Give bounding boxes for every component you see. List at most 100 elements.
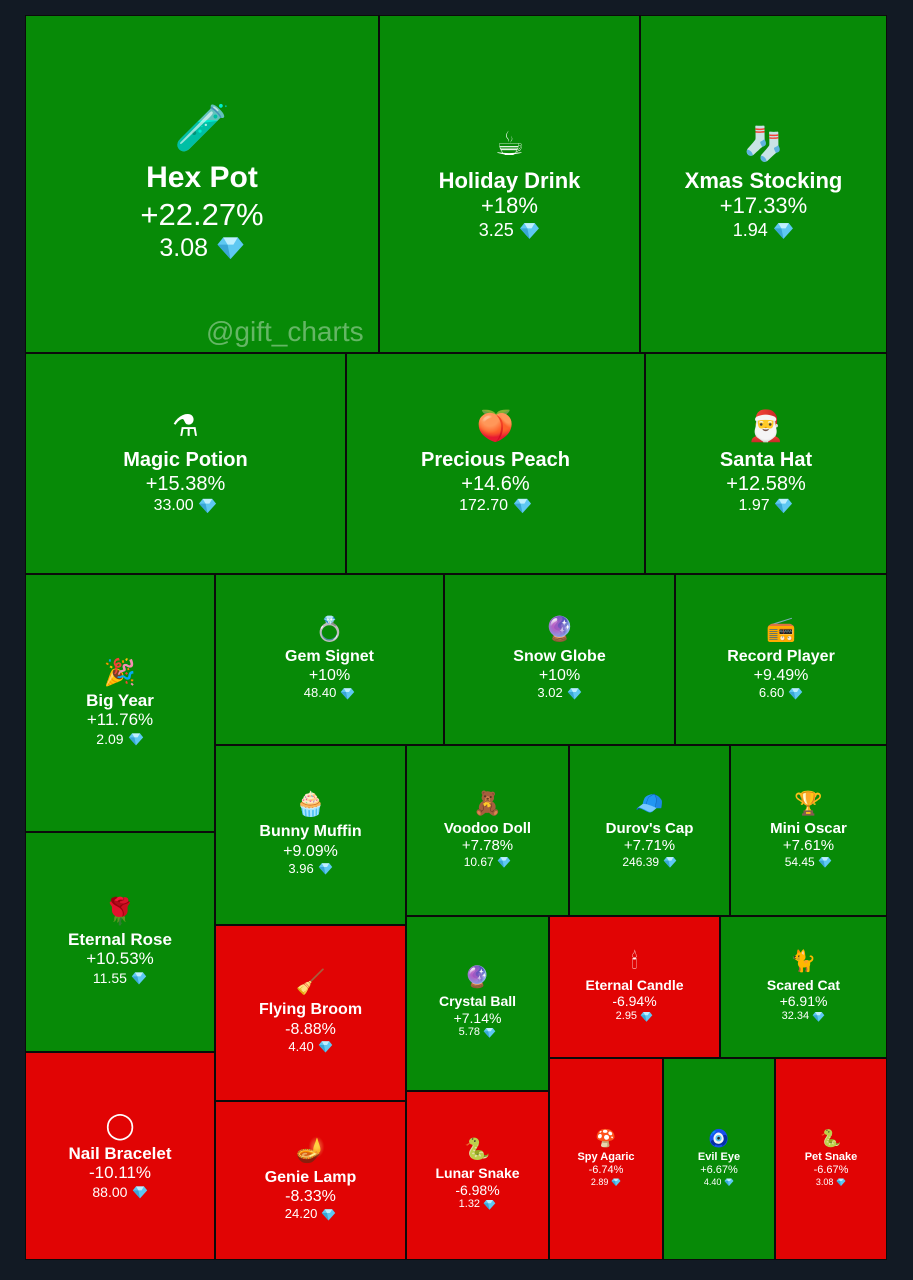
tile-name: Bunny Muffin bbox=[259, 823, 362, 841]
diamond-icon bbox=[724, 1178, 734, 1187]
tile-eternal-rose: 🌹 Eternal Rose +10.53% 11.55 bbox=[25, 832, 215, 1052]
ring-icon: 💍 bbox=[314, 615, 345, 643]
tile-flying-broom: 🧹 Flying Broom -8.88% 4.40 bbox=[215, 925, 406, 1101]
tile-change: +18% bbox=[481, 193, 538, 219]
tile-change: +15.38% bbox=[145, 472, 226, 495]
tile-name: Eternal Candle bbox=[585, 976, 684, 993]
diamond-icon bbox=[775, 498, 793, 514]
tile-lunar-snake: 🐍 Lunar Snake -6.98% 1.32 bbox=[406, 1091, 549, 1260]
tile-change: -10.11% bbox=[88, 1163, 152, 1183]
tile-price: 3.25 bbox=[479, 220, 540, 242]
broom-icon: 🧹 bbox=[295, 969, 326, 997]
tile-price: 6.60 bbox=[759, 685, 803, 701]
tile-change: +14.6% bbox=[461, 472, 530, 495]
tile-bunny-muffin: 🧁 Bunny Muffin +9.09% 3.96 bbox=[215, 745, 406, 925]
price-value: 2.95 bbox=[615, 1009, 638, 1022]
tile-change: +6.67% bbox=[700, 1163, 738, 1176]
diamond-icon bbox=[131, 972, 147, 985]
tile-change: +9.09% bbox=[283, 842, 338, 860]
record-player-icon: 📻 bbox=[766, 615, 796, 643]
tile-name: Nail Bracelet bbox=[68, 1143, 172, 1163]
tile-name: Voodoo Doll bbox=[443, 819, 532, 837]
tile-price: 3.08 bbox=[159, 233, 244, 263]
diamond-icon bbox=[567, 688, 581, 700]
tile-price: 33.00 bbox=[154, 496, 218, 515]
tile-holiday-drink: ☕ Holiday Drink +18% 3.25 bbox=[379, 15, 640, 353]
tile-snow-globe: 🔮 Snow Globe +10% 3.02 bbox=[444, 574, 675, 745]
tile-price: 54.45 bbox=[785, 855, 833, 869]
muffin-icon: 🧁 bbox=[295, 791, 326, 819]
price-value: 2.09 bbox=[96, 730, 124, 747]
peach-icon: 🍑 bbox=[476, 409, 515, 443]
tile-price: 32.34 bbox=[782, 1010, 826, 1023]
price-value: 54.45 bbox=[784, 854, 815, 869]
crystal-ball-icon: 🔮 bbox=[464, 966, 491, 990]
diamond-icon bbox=[217, 237, 244, 260]
tile-price: 10.67 bbox=[464, 855, 512, 869]
lunar-snake-icon: 🐍 bbox=[464, 1138, 491, 1162]
tile-change: -6.98% bbox=[455, 1181, 500, 1198]
tile-price: 11.55 bbox=[93, 970, 147, 987]
tile-name: Pet Snake bbox=[804, 1151, 858, 1164]
price-value: 3.08 bbox=[159, 233, 209, 262]
voodoo-doll-icon: 🧸 bbox=[473, 789, 502, 816]
price-value: 11.55 bbox=[92, 969, 127, 986]
price-value: 3.25 bbox=[478, 219, 514, 240]
price-value: 48.40 bbox=[303, 685, 337, 701]
tile-name: Xmas Stocking bbox=[684, 167, 843, 193]
diamond-icon bbox=[611, 1178, 621, 1187]
price-value: 3.02 bbox=[537, 685, 563, 701]
diamond-icon bbox=[484, 1200, 496, 1211]
diamond-icon bbox=[774, 222, 794, 239]
tile-change: +10.53% bbox=[86, 949, 154, 969]
tile-hex-pot: 🧪 Hex Pot +22.27% 3.08 bbox=[25, 15, 379, 353]
mushroom-icon: 🍄 bbox=[595, 1129, 617, 1149]
tile-name: Santa Hat bbox=[719, 448, 813, 471]
bracelet-icon: ◯ bbox=[105, 1109, 135, 1140]
tile-xmas-stocking: 🧦 Xmas Stocking +17.33% 1.94 bbox=[640, 15, 887, 353]
santa-hat-icon: 🎅 bbox=[747, 409, 785, 443]
stocking-icon: 🧦 bbox=[742, 124, 785, 162]
tile-durov-s-cap: 🧢 Durov's Cap +7.71% 246.39 bbox=[569, 745, 730, 916]
black-cat-icon: 🐈 bbox=[790, 949, 817, 973]
diamond-icon bbox=[641, 1011, 653, 1022]
price-value: 3.96 bbox=[288, 860, 314, 876]
tile-nail-bracelet: ◯ Nail Bracelet -10.11% 88.00 bbox=[25, 1052, 215, 1260]
tile-change: +10% bbox=[538, 667, 581, 685]
price-value: 172.70 bbox=[459, 496, 509, 514]
tile-price: 5.78 bbox=[459, 1026, 497, 1039]
tile-change: +7.71% bbox=[623, 836, 676, 854]
price-value: 1.32 bbox=[458, 1198, 481, 1211]
tile-name: Record Player bbox=[727, 647, 835, 665]
tile-genie-lamp: 🪔 Genie Lamp -8.33% 24.20 bbox=[215, 1101, 406, 1260]
tile-eternal-candle: 🕯 Eternal Candle -6.94% 2.95 bbox=[549, 916, 720, 1058]
tile-name: Durov's Cap bbox=[605, 819, 694, 837]
tile-price: 3.02 bbox=[537, 685, 581, 701]
tile-name: Mini Oscar bbox=[770, 819, 847, 837]
price-value: 88.00 bbox=[92, 1183, 128, 1200]
diamond-icon bbox=[513, 498, 531, 514]
price-value: 32.34 bbox=[781, 1009, 810, 1022]
diamond-icon bbox=[318, 1041, 332, 1053]
tile-change: +6.91% bbox=[779, 993, 828, 1010]
tile-price: 48.40 bbox=[304, 685, 355, 701]
cap-icon: 🧢 bbox=[635, 789, 664, 816]
tile-santa-hat: 🎅 Santa Hat +12.58% 1.97 bbox=[645, 353, 887, 574]
tile-price: 3.96 bbox=[288, 861, 332, 877]
diamond-icon bbox=[498, 857, 511, 868]
tile-name: Big Year bbox=[86, 690, 154, 710]
price-value: 4.40 bbox=[288, 1038, 314, 1054]
diamond-icon bbox=[520, 222, 540, 239]
rose-dome-icon: 🌹 bbox=[103, 895, 137, 926]
tile-name: Snow Globe bbox=[513, 647, 606, 665]
tile-change: -6.67% bbox=[813, 1163, 849, 1176]
price-value: 24.20 bbox=[284, 1206, 318, 1222]
tile-change: +11.76% bbox=[86, 710, 154, 730]
diamond-icon bbox=[484, 1028, 496, 1039]
tile-change: -6.74% bbox=[588, 1163, 624, 1176]
tile-change: -8.88% bbox=[285, 1020, 336, 1038]
tile-price: 2.89 bbox=[591, 1177, 621, 1188]
tile-price: 4.40 bbox=[704, 1177, 734, 1188]
tile-change: +7.78% bbox=[461, 836, 514, 854]
tile-name: Lunar Snake bbox=[435, 1165, 520, 1182]
